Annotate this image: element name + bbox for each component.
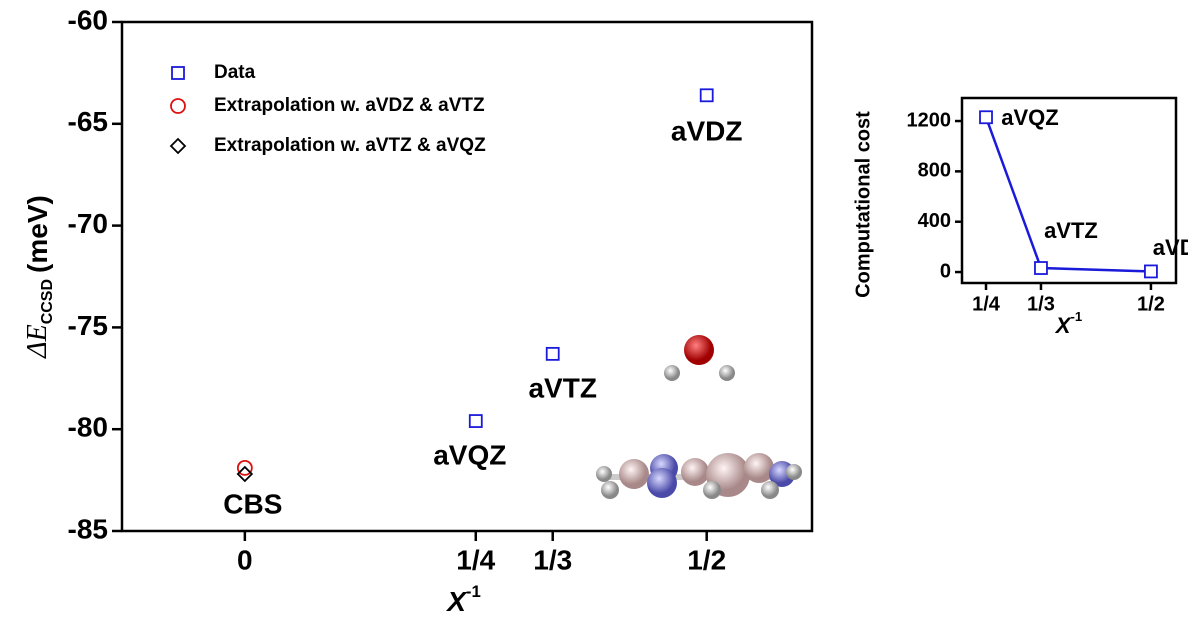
marker-diamond: [236, 465, 254, 483]
y-tick-label: -80: [68, 412, 108, 443]
molecule-illustration: [596, 335, 802, 499]
y-label-unit: (meV): [22, 195, 53, 273]
marker-square: [1034, 261, 1048, 275]
point-label: aVQZ: [433, 439, 506, 470]
y-tick-label: 800: [918, 160, 951, 182]
point-label: CBS: [223, 488, 282, 519]
x-label-sup: -1: [466, 582, 481, 601]
y-tick-label: -70: [68, 208, 108, 239]
point-label: aVDZ: [1153, 235, 1188, 260]
x-label-sup: -1: [1070, 310, 1082, 325]
series-line: [984, 116, 1151, 273]
x-label-base: X: [1054, 313, 1072, 338]
x-tick-label: 1/3: [1027, 293, 1055, 315]
legend-label: Extrapolation w. aVDZ & aVTZ: [214, 95, 485, 116]
point-label: aVTZ: [1044, 218, 1098, 243]
point-label: aVTZ: [528, 372, 596, 403]
x-tick-label: 1/4: [456, 544, 495, 575]
marker-square: [468, 414, 483, 428]
point-label: aVQZ: [1001, 105, 1058, 130]
x-tick-label: 0: [237, 544, 253, 575]
legend-label: Data: [214, 62, 256, 83]
y-tick-label: 400: [918, 210, 951, 232]
x-tick-label: 1/2: [1137, 293, 1165, 315]
y-label-subscript: CCSD: [39, 279, 56, 324]
marker-circle: [236, 459, 253, 476]
marker-square: [979, 110, 993, 125]
point-label: aVDZ: [671, 116, 743, 147]
x-tick-label: 1/4: [972, 293, 1001, 315]
x-tick-label: 1/2: [687, 544, 726, 575]
legend-label: Extrapolation w. aVTZ & aVQZ: [214, 135, 486, 156]
y-axis-label: ΔECCSD (meV): [22, 195, 56, 359]
y-axis-label: Computational cost: [852, 111, 874, 298]
plot-frame: [960, 96, 1178, 285]
legend-marker: [169, 137, 187, 155]
x-tick-label: 1/3: [533, 544, 572, 575]
plot-frame: [120, 20, 814, 533]
legend-marker: [170, 98, 186, 114]
y-tick-label: -85: [68, 513, 108, 544]
legend-marker: [171, 66, 185, 80]
x-axis-label: X-1: [1054, 310, 1082, 338]
marker-square: [699, 88, 714, 103]
x-label-base: X: [445, 586, 468, 617]
y-tick-label: -60: [68, 4, 108, 35]
y-tick-label: 0: [940, 260, 951, 282]
y-label-symbol: ΔE: [22, 324, 53, 359]
y-tick-label: -65: [68, 106, 108, 137]
marker-square: [1144, 264, 1158, 279]
x-axis-label: X-1: [445, 582, 481, 617]
marker-square: [545, 346, 560, 361]
y-tick-label: 1200: [907, 109, 952, 131]
y-tick-label: -75: [68, 310, 108, 341]
